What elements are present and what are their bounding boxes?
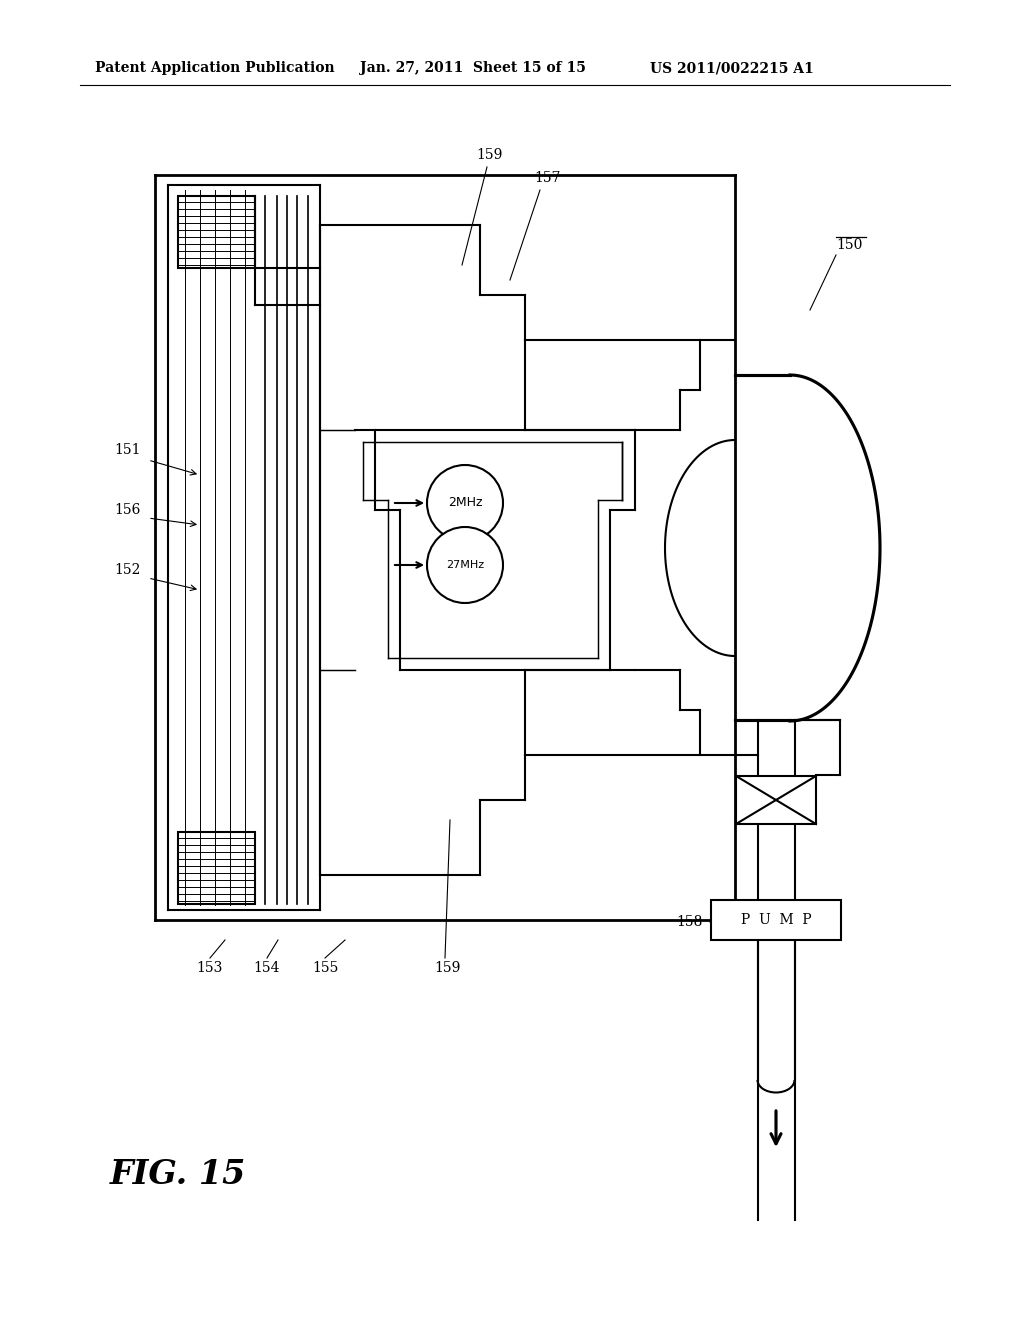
Text: 159: 159 — [435, 961, 461, 975]
Text: 158: 158 — [677, 915, 703, 929]
Bar — [178, 832, 255, 904]
Text: Patent Application Publication: Patent Application Publication — [95, 61, 335, 75]
Text: FIG. 15: FIG. 15 — [110, 1159, 247, 1192]
Text: 150: 150 — [837, 238, 863, 252]
Text: 152: 152 — [115, 564, 141, 577]
Text: US 2011/0022215 A1: US 2011/0022215 A1 — [650, 61, 814, 75]
Bar — [736, 776, 816, 824]
Text: 151: 151 — [115, 444, 141, 457]
Circle shape — [427, 465, 503, 541]
Text: 156: 156 — [115, 503, 141, 517]
Text: 154: 154 — [254, 961, 281, 975]
Bar — [178, 195, 255, 268]
Text: 153: 153 — [197, 961, 223, 975]
Text: 27MHz: 27MHz — [445, 560, 484, 570]
Text: 155: 155 — [312, 961, 338, 975]
Circle shape — [427, 527, 503, 603]
Text: P  U  M  P: P U M P — [740, 913, 811, 927]
Text: Jan. 27, 2011  Sheet 15 of 15: Jan. 27, 2011 Sheet 15 of 15 — [360, 61, 586, 75]
Text: 2MHz: 2MHz — [447, 496, 482, 510]
Text: 157: 157 — [535, 172, 561, 185]
Bar — [711, 900, 841, 940]
Text: 159: 159 — [477, 148, 503, 162]
